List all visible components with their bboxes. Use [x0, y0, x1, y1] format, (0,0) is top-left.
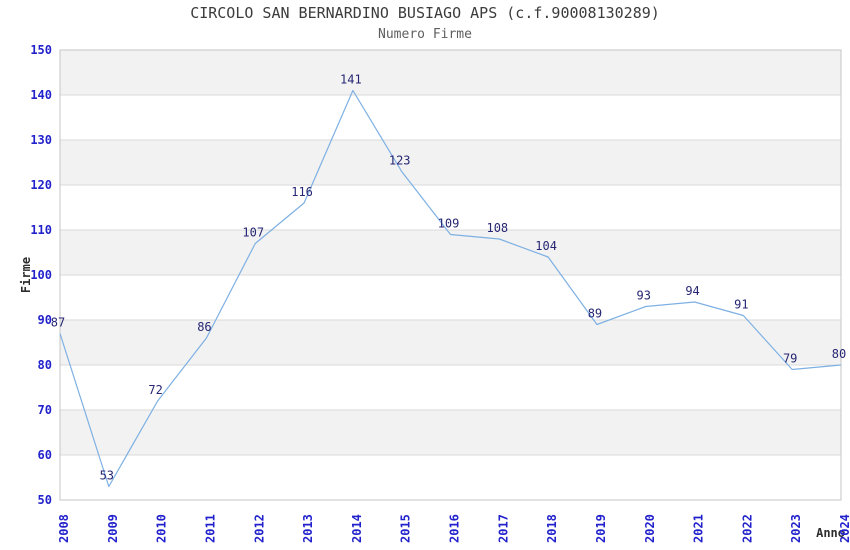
data-point-label: 86	[197, 320, 211, 334]
chart-title: CIRCOLO SAN BERNARDINO BUSIAGO APS (c.f.…	[190, 4, 660, 22]
plot-band	[60, 320, 841, 365]
data-point-label: 53	[100, 469, 114, 483]
data-point-label: 123	[389, 154, 411, 168]
y-tick-label: 110	[30, 223, 52, 237]
data-point-label: 72	[148, 383, 162, 397]
x-axis-ticks: 2008 2009 2010 2011 2012 2013 2014 2015 2016 2017…	[57, 514, 850, 543]
data-point-label: 104	[535, 239, 557, 253]
x-tick-label: 2012	[252, 514, 266, 543]
x-tick-label: 2023	[789, 514, 803, 543]
y-tick-label: 50	[38, 493, 52, 507]
x-tick-label: 2009	[106, 514, 120, 543]
x-tick-label: 2008	[57, 514, 71, 543]
plot-band	[60, 95, 841, 140]
x-tick-label: 2016	[448, 514, 462, 543]
y-tick-label: 150	[30, 43, 52, 57]
chart-subtitle: Numero Firme	[378, 27, 472, 42]
y-tick-label: 100	[30, 268, 52, 282]
x-tick-label: 2010	[155, 514, 169, 543]
plot-band	[60, 50, 841, 95]
y-tick-label: 90	[38, 313, 52, 327]
plot-band	[60, 455, 841, 500]
data-point-label: 79	[783, 352, 797, 366]
y-tick-label: 70	[38, 403, 52, 417]
data-point-label: 141	[340, 73, 362, 87]
data-point-label: 108	[486, 221, 508, 235]
plot-band	[60, 410, 841, 455]
plot-band	[60, 185, 841, 230]
y-tick-label: 140	[30, 88, 52, 102]
y-tick-label: 60	[38, 448, 52, 462]
data-labels: 87 53 72 86 107 116 141 123 109 108 104 89 93 94 91 79 8…	[51, 73, 846, 483]
plot-band	[60, 230, 841, 275]
x-tick-label: 2019	[594, 514, 608, 543]
x-tick-label: 2014	[350, 514, 364, 543]
y-tick-label: 130	[30, 133, 52, 147]
x-tick-label: 2013	[301, 514, 315, 543]
data-point-label: 94	[685, 284, 699, 298]
data-line	[59, 89, 842, 488]
data-point-label: 91	[734, 298, 748, 312]
y-axis-ticks: 50 60 70 80 90 100 110 120 130 140 150	[30, 43, 52, 507]
data-point-label: 89	[588, 307, 602, 321]
x-tick-label: 2015	[399, 514, 413, 543]
x-tick-label: 2020	[643, 514, 657, 543]
grid-lines	[60, 94, 841, 456]
data-point-label: 109	[438, 217, 460, 231]
x-tick-label: 2018	[545, 514, 559, 543]
plot-band	[60, 275, 841, 320]
x-tick-label: 2011	[203, 514, 217, 543]
y-tick-label: 120	[30, 178, 52, 192]
data-point-label: 107	[242, 226, 264, 240]
x-axis-title: Anno	[816, 526, 845, 540]
y-tick-label: 80	[38, 358, 52, 372]
x-tick-label: 2022	[740, 514, 754, 543]
data-point-label: 87	[51, 316, 65, 330]
x-tick-label: 2021	[692, 514, 706, 543]
data-point-label: 93	[637, 289, 651, 303]
plot-band	[60, 365, 841, 410]
plot-bands	[60, 50, 841, 500]
x-tick-label: 2017	[496, 514, 510, 543]
plot-border	[59, 49, 842, 501]
data-point-label: 116	[291, 185, 313, 199]
plot-band	[60, 140, 841, 185]
data-point-label: 80	[832, 347, 846, 361]
x-tick-label: 2024	[838, 514, 850, 543]
